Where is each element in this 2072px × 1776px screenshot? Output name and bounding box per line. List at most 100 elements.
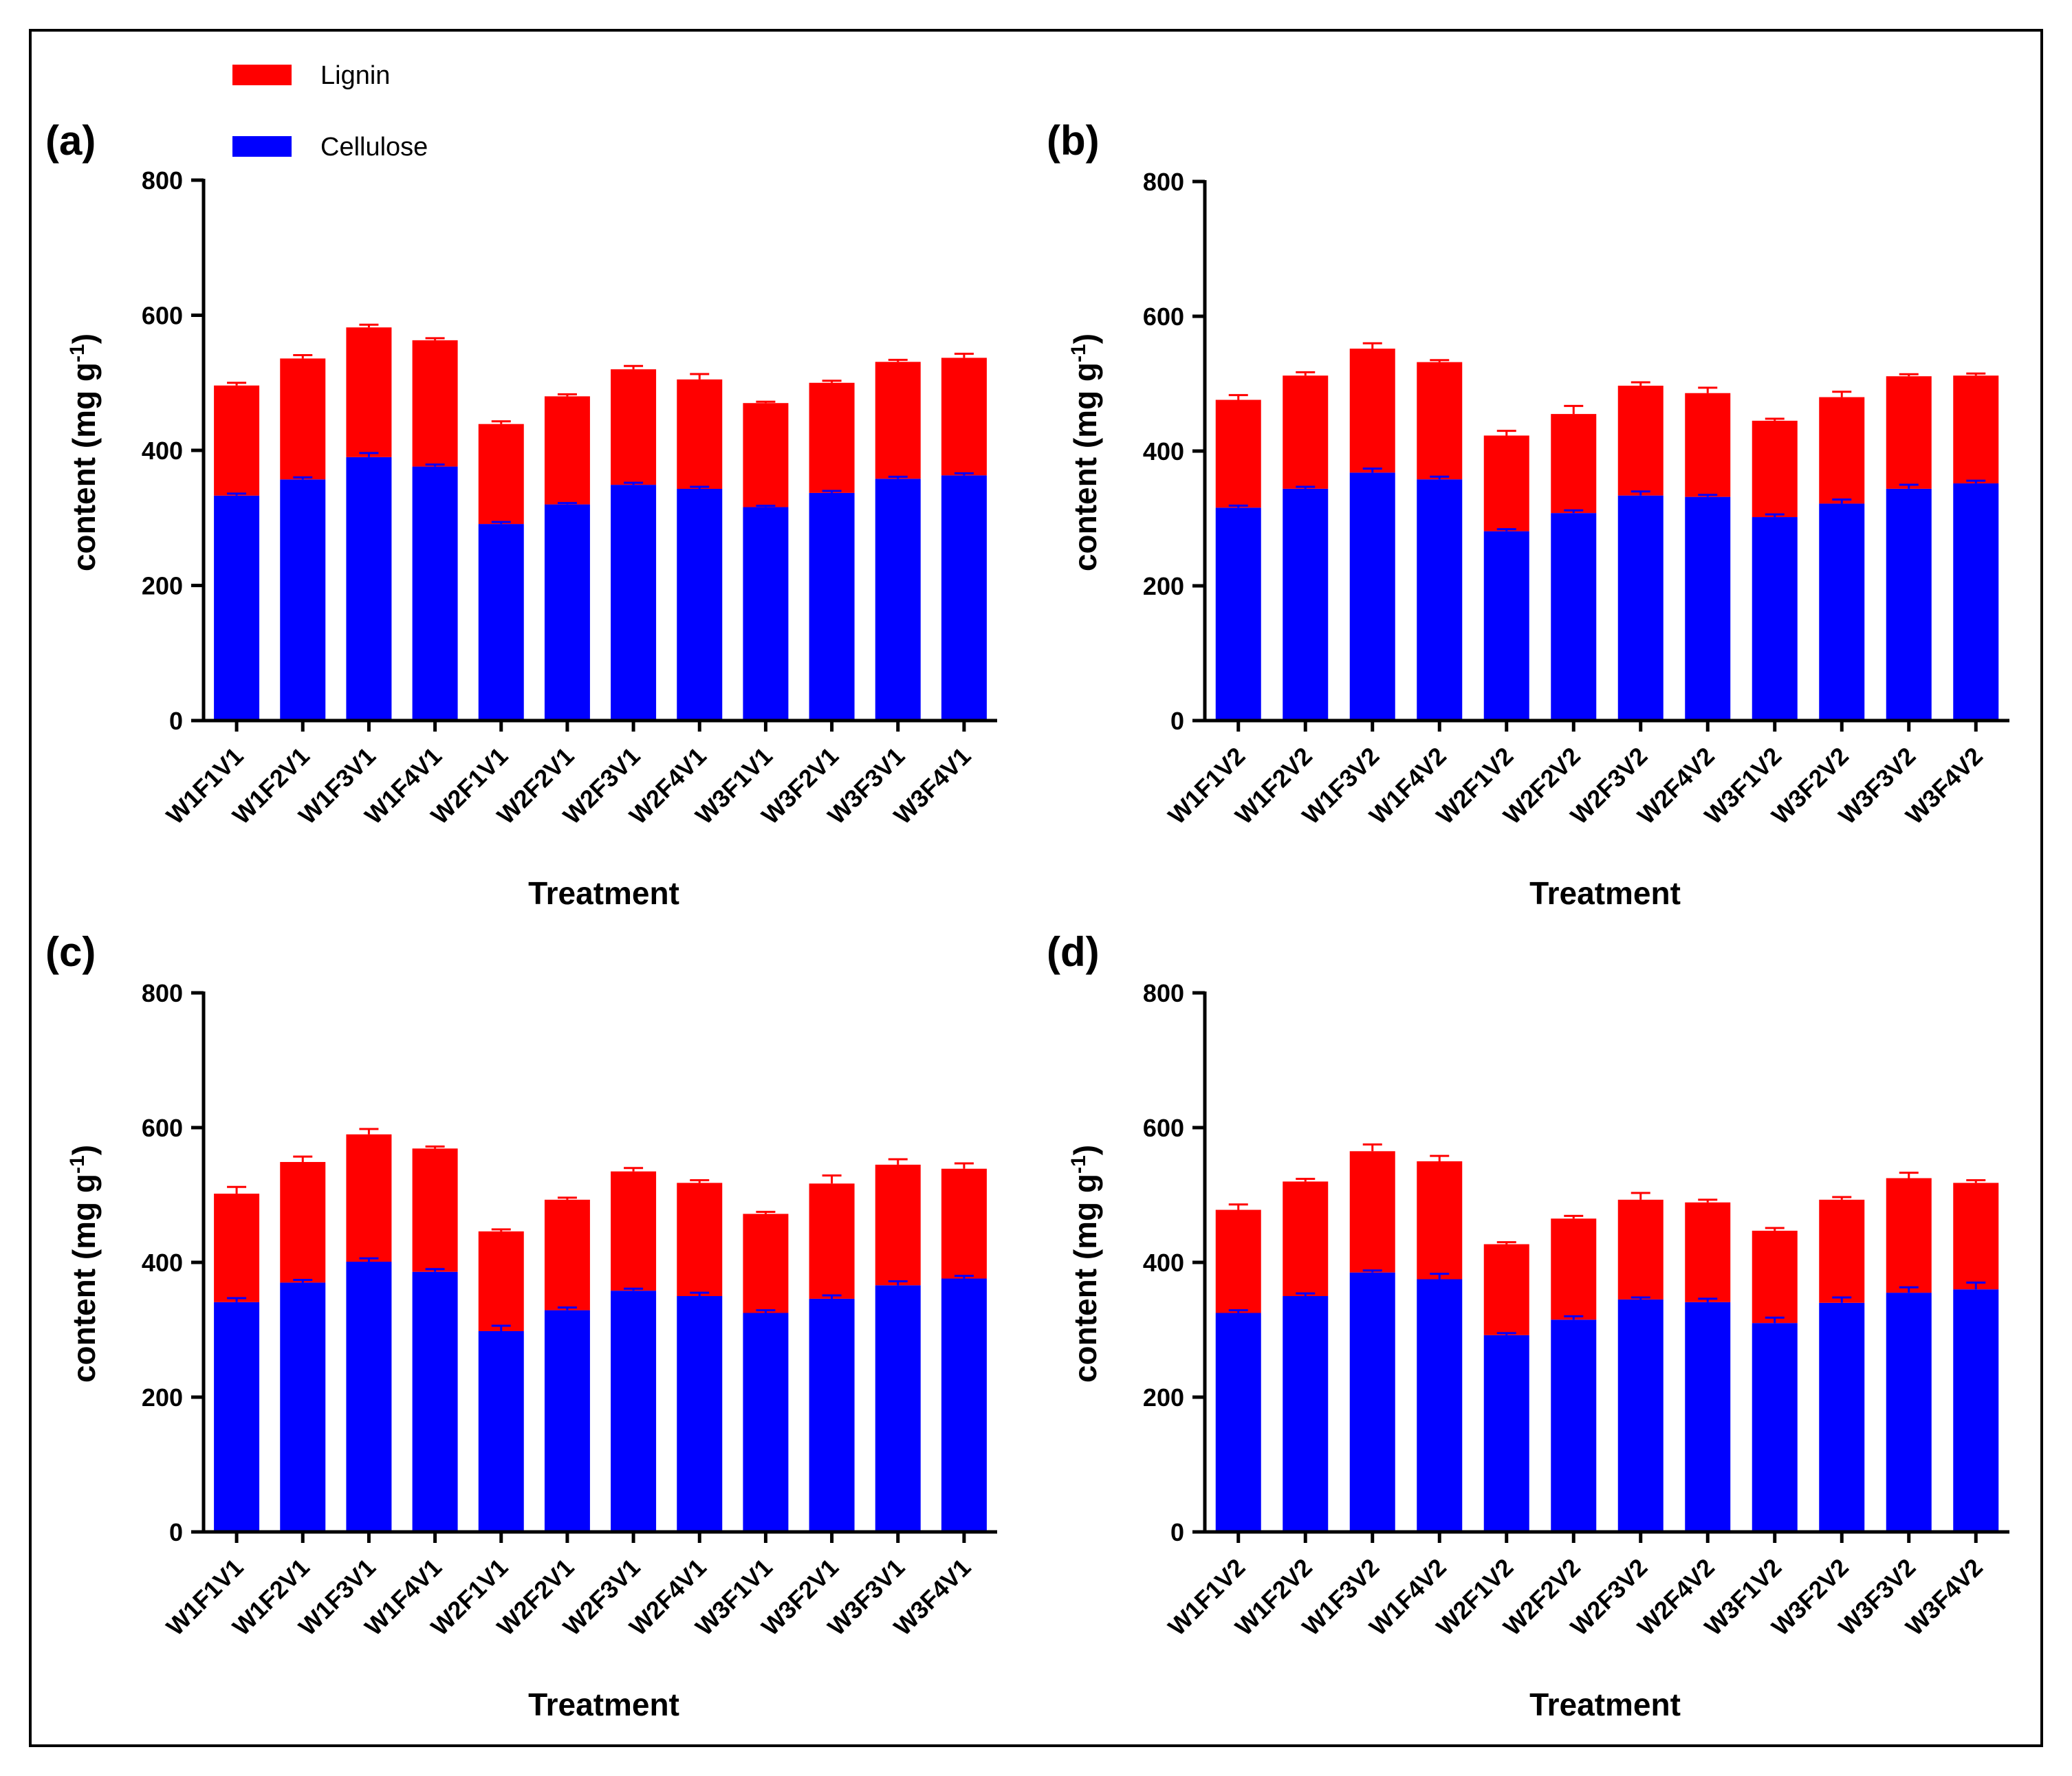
legend-swatch-cellulose: [232, 136, 292, 157]
bar-lignin: [1819, 1199, 1865, 1303]
y-tick-label: 0: [1170, 1518, 1184, 1546]
bar-cellulose: [743, 1313, 789, 1532]
bar-cellulose: [214, 495, 260, 721]
legend-label-lignin: Lignin: [320, 61, 390, 90]
bar-cellulose: [544, 504, 590, 721]
bar-cellulose: [677, 489, 723, 721]
bar-lignin: [1551, 1218, 1597, 1320]
bar-lignin: [1752, 1230, 1798, 1324]
bar-cellulose: [412, 1271, 458, 1532]
bar-cellulose: [1617, 495, 1664, 721]
bar-lignin: [1617, 1199, 1664, 1300]
bar-cellulose: [544, 1310, 590, 1532]
bar-cellulose: [1819, 1302, 1865, 1532]
bar-lignin: [875, 362, 921, 479]
bar-cellulose: [412, 466, 458, 721]
y-axis-title: content (mg g-1): [66, 1145, 102, 1383]
bar-cellulose: [1886, 1293, 1932, 1532]
bar-lignin: [478, 1231, 524, 1331]
y-tick-label: 200: [142, 572, 183, 600]
bar-lignin: [1685, 393, 1731, 497]
bar-lignin: [809, 382, 855, 493]
legend: Lignin Cellulose: [232, 61, 428, 162]
bar-lignin: [1417, 1161, 1463, 1280]
bar-lignin: [1886, 1178, 1932, 1293]
bar-lignin: [1617, 385, 1664, 496]
y-axis-title-superscript: -1: [66, 344, 89, 362]
bar-lignin: [1685, 1202, 1731, 1302]
y-tick-label: 400: [142, 1249, 183, 1277]
bar-cellulose: [1215, 1313, 1261, 1532]
x-axis-title: Treatment: [528, 875, 679, 911]
bar-cellulose: [1349, 1272, 1395, 1532]
bar-lignin: [1215, 1209, 1261, 1313]
y-axis-title-close: ): [1067, 333, 1103, 344]
bar-lignin: [743, 403, 789, 507]
bar-cellulose: [1417, 1279, 1463, 1532]
bar-lignin: [1953, 375, 1999, 484]
y-tick-label: 800: [142, 979, 183, 1007]
x-axis-title: Treatment: [1529, 875, 1681, 911]
bar-cellulose: [1819, 503, 1865, 721]
bar-cellulose: [1752, 1323, 1798, 1532]
y-axis-title-text: content (mg g: [66, 362, 102, 571]
bar-lignin: [544, 1199, 590, 1311]
bar-lignin: [1953, 1183, 1999, 1290]
legend-label-cellulose: Cellulose: [320, 133, 428, 162]
panel-c: (c) content (mg g-1) Treatment W1F1V1W1F…: [45, 929, 997, 1722]
x-axis-title: Treatment: [528, 1687, 679, 1722]
bar-lignin: [941, 1168, 987, 1279]
bar-cellulose: [611, 485, 657, 721]
y-tick-label: 600: [142, 1114, 183, 1142]
bar-cellulose: [1551, 513, 1597, 721]
bar-lignin: [941, 358, 987, 476]
bar-cellulose: [809, 1298, 855, 1532]
y-axis-title-close: ): [66, 333, 102, 344]
panel-d: (d) content (mg g-1) Treatment W1F1V2W1F…: [1047, 929, 2009, 1722]
bar-lignin: [412, 340, 458, 467]
bar-lignin: [809, 1183, 855, 1299]
bar-cellulose: [1685, 1302, 1731, 1532]
bar-cellulose: [809, 492, 855, 721]
bar-lignin: [544, 396, 590, 505]
y-axis-title-text: content (mg g: [66, 1174, 102, 1383]
y-tick-label: 400: [1143, 437, 1184, 465]
bar-cellulose: [214, 1302, 260, 1532]
bar-cellulose: [478, 524, 524, 721]
bar-lignin: [743, 1214, 789, 1313]
y-tick-label: 200: [1143, 572, 1184, 600]
bar-cellulose: [1483, 531, 1529, 721]
bar-lignin: [1215, 399, 1261, 508]
panel-label: (a): [45, 118, 96, 164]
y-tick-label: 400: [1143, 1249, 1184, 1277]
bar-cellulose: [941, 1278, 987, 1532]
y-tick-label: 600: [1143, 303, 1184, 331]
y-tick-label: 600: [1143, 1114, 1184, 1142]
panel-label: (d): [1047, 929, 1100, 975]
panel-label: (b): [1047, 118, 1100, 164]
bar-cellulose: [1215, 507, 1261, 721]
bar-lignin: [677, 379, 723, 490]
y-axis-title-superscript: -1: [1067, 344, 1090, 362]
y-tick-label: 0: [169, 1518, 183, 1546]
bar-lignin: [875, 1164, 921, 1286]
bar-lignin: [280, 358, 326, 480]
y-tick-label: 600: [142, 302, 183, 330]
bar-lignin: [214, 385, 260, 496]
y-tick-label: 800: [1143, 168, 1184, 196]
bar-lignin: [214, 1194, 260, 1302]
bar-cellulose: [611, 1291, 657, 1532]
bar-cellulose: [941, 475, 987, 721]
bar-cellulose: [1953, 483, 1999, 721]
bar-lignin: [1349, 1151, 1395, 1273]
y-tick-label: 800: [1143, 979, 1184, 1007]
y-tick-label: 0: [1170, 707, 1184, 735]
bar-cellulose: [1617, 1299, 1664, 1532]
bar-lignin: [346, 1134, 392, 1262]
bar-lignin: [1483, 1244, 1529, 1335]
bar-lignin: [1551, 414, 1597, 514]
bar-cellulose: [677, 1296, 723, 1532]
y-tick-label: 200: [1143, 1383, 1184, 1412]
bar-cellulose: [1886, 488, 1932, 721]
